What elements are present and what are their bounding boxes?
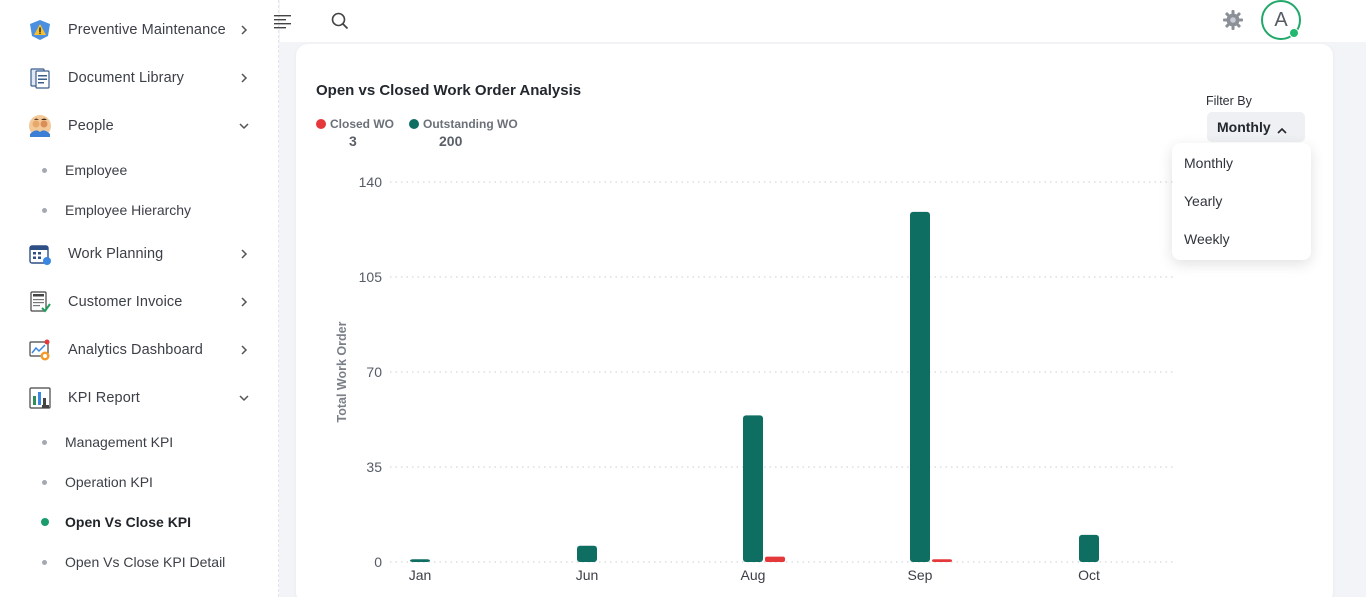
x-tick-label: Jan bbox=[409, 567, 432, 583]
bar-outstanding-aug bbox=[743, 415, 763, 562]
chevron-right-icon bbox=[239, 345, 249, 355]
sidebar-subitem-label: Management KPI bbox=[65, 434, 174, 450]
sidebar-subitem-employee[interactable]: Employee bbox=[0, 153, 278, 187]
legend-dot-icon bbox=[409, 119, 419, 129]
legend-closed-wo[interactable]: Closed WO bbox=[316, 117, 394, 131]
active-bullet-icon bbox=[41, 518, 49, 526]
sidebar-subitem-operation-kpi[interactable]: Operation KPI bbox=[0, 465, 278, 499]
sidebar-item-analytics-dashboard[interactable]: Analytics Dashboard bbox=[0, 330, 278, 370]
y-tick-label: 70 bbox=[366, 364, 382, 380]
sidebar-subitem-management-kpi[interactable]: Management KPI bbox=[0, 425, 278, 459]
sidebar-item-label: KPI Report bbox=[68, 390, 140, 406]
people-icon bbox=[28, 114, 52, 138]
sidebar: Preventive Maintenance Document Library … bbox=[0, 0, 279, 597]
sidebar-subitem-open-vs-close-kpi[interactable]: Open Vs Close KPI bbox=[0, 505, 278, 539]
filter-value: Monthly bbox=[1217, 119, 1271, 135]
bar-chart: 0 35 70 105 140 Total Work Order Jan Jun Aug Sep O… bbox=[335, 174, 1176, 583]
chevron-right-icon bbox=[239, 25, 249, 35]
filter-option-weekly[interactable]: Weekly bbox=[1184, 231, 1230, 247]
x-tick-label: Oct bbox=[1078, 567, 1100, 583]
closed-wo-count: 3 bbox=[349, 133, 357, 149]
y-tick-label: 0 bbox=[374, 554, 382, 570]
bar-outstanding-sep bbox=[910, 211, 930, 562]
outstanding-wo-count: 200 bbox=[439, 133, 463, 149]
bar-outstanding-oct bbox=[1079, 534, 1099, 562]
top-bar bbox=[280, 0, 1366, 42]
gear-icon[interactable] bbox=[1222, 9, 1244, 31]
legend-outstanding-wo[interactable]: Outstanding WO bbox=[409, 117, 518, 131]
y-tick-label: 35 bbox=[366, 459, 382, 475]
sidebar-subitem-label: Open Vs Close KPI bbox=[65, 514, 192, 530]
bar-closed-sep bbox=[932, 559, 952, 562]
bullet-icon bbox=[42, 439, 47, 445]
legend-dot-icon bbox=[316, 119, 326, 129]
calendar-icon bbox=[28, 242, 52, 266]
chevron-right-icon bbox=[239, 297, 249, 307]
bullet-icon bbox=[42, 167, 47, 173]
sidebar-subitem-label: Employee Hierarchy bbox=[65, 202, 192, 218]
avatar-letter: A bbox=[1274, 8, 1288, 31]
chart-card bbox=[296, 44, 1333, 597]
x-tick-label: Jun bbox=[576, 567, 599, 583]
sidebar-subitem-open-vs-close-kpi-detail[interactable]: Open Vs Close KPI Detail bbox=[0, 545, 278, 579]
y-tick-label: 140 bbox=[359, 174, 383, 190]
invoice-icon bbox=[28, 290, 52, 314]
sidebar-item-label: Work Planning bbox=[68, 246, 164, 262]
chevron-right-icon bbox=[239, 73, 249, 83]
bar-outstanding-jun bbox=[577, 545, 597, 562]
sidebar-item-label: People bbox=[68, 118, 114, 134]
sidebar-item-label: Document Library bbox=[68, 70, 185, 86]
online-status-icon bbox=[1289, 28, 1299, 38]
chevron-right-icon bbox=[239, 249, 249, 259]
warning-icon bbox=[28, 18, 52, 42]
sidebar-subitem-label: Employee bbox=[65, 162, 128, 178]
y-tick-label: 105 bbox=[359, 269, 383, 285]
x-tick-label: Aug bbox=[741, 567, 766, 583]
sidebar-item-kpi-report[interactable]: KPI Report bbox=[0, 378, 278, 418]
sidebar-item-document-library[interactable]: Document Library bbox=[0, 58, 278, 98]
legend-label: Closed WO bbox=[330, 117, 395, 131]
document-icon bbox=[28, 66, 52, 90]
sidebar-item-people[interactable]: People bbox=[0, 106, 278, 146]
y-axis-label: Total Work Order bbox=[335, 321, 349, 422]
filter-option-yearly[interactable]: Yearly bbox=[1184, 193, 1223, 209]
sidebar-item-label: Analytics Dashboard bbox=[68, 342, 203, 358]
chevron-down-icon bbox=[239, 393, 249, 403]
bullet-icon bbox=[42, 207, 47, 213]
x-tick-label: Sep bbox=[908, 567, 933, 583]
search-icon[interactable] bbox=[330, 11, 350, 31]
chart-title: Open vs Closed Work Order Analysis bbox=[316, 82, 582, 99]
sidebar-item-work-planning[interactable]: Work Planning bbox=[0, 234, 278, 274]
chevron-up-icon bbox=[1277, 122, 1287, 134]
bullet-icon bbox=[42, 559, 47, 565]
filter-label: Filter By bbox=[1206, 94, 1252, 108]
hamburger-menu-icon[interactable] bbox=[274, 14, 292, 30]
kpi-icon bbox=[28, 386, 52, 410]
analytics-icon bbox=[28, 338, 52, 362]
sidebar-item-preventive-maintenance[interactable]: Preventive Maintenance bbox=[0, 10, 278, 50]
filter-option-monthly[interactable]: Monthly bbox=[1184, 155, 1234, 171]
sidebar-item-customer-invoice[interactable]: Customer Invoice bbox=[0, 282, 278, 322]
sidebar-subitem-label: Open Vs Close KPI Detail bbox=[65, 554, 226, 570]
sidebar-subitem-employee-hierarchy[interactable]: Employee Hierarchy bbox=[0, 193, 278, 227]
filter-dropdown-menu: Monthly Yearly Weekly bbox=[1172, 143, 1311, 260]
sidebar-item-label: Preventive Maintenance bbox=[68, 22, 226, 38]
sidebar-subitem-label: Operation KPI bbox=[65, 474, 153, 490]
bar-outstanding-jan bbox=[410, 559, 430, 562]
chevron-down-icon bbox=[239, 121, 249, 131]
filter-select[interactable]: Monthly bbox=[1207, 112, 1305, 142]
legend-label: Outstanding WO bbox=[423, 117, 518, 131]
bar-closed-aug bbox=[765, 556, 785, 562]
bullet-icon bbox=[42, 479, 47, 485]
sidebar-item-label: Customer Invoice bbox=[68, 294, 183, 310]
